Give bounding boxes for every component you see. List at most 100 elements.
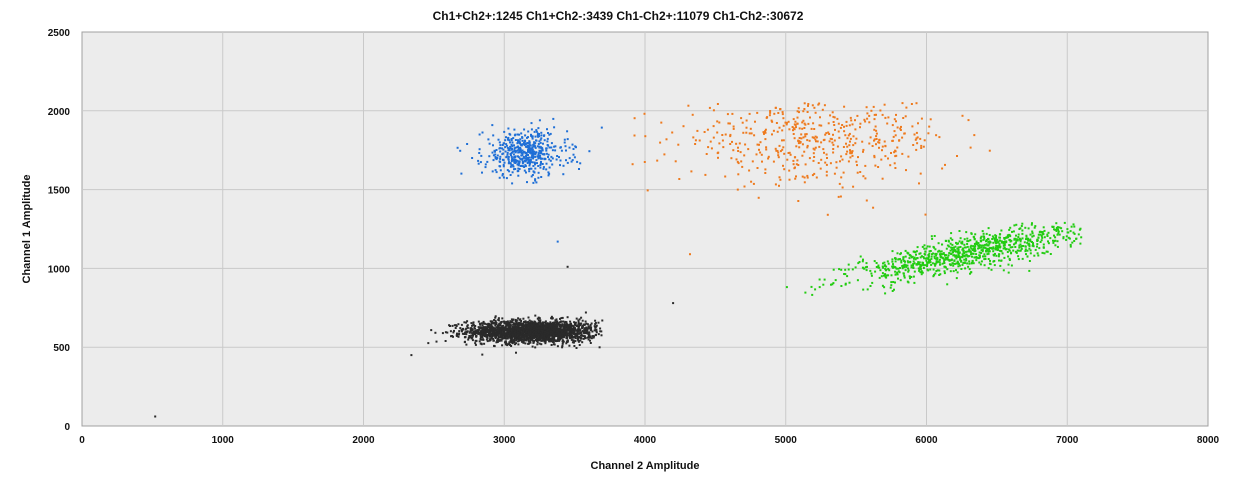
data-point xyxy=(449,330,452,333)
data-point xyxy=(573,156,576,159)
data-point xyxy=(1008,257,1011,260)
data-point xyxy=(527,316,530,319)
data-point xyxy=(792,159,795,162)
data-point xyxy=(509,141,511,144)
data-point xyxy=(1028,247,1031,250)
data-point xyxy=(716,131,719,134)
data-point xyxy=(906,264,909,267)
data-point xyxy=(541,153,544,156)
data-point xyxy=(508,342,511,345)
data-point xyxy=(575,317,578,320)
data-point xyxy=(1013,243,1015,246)
data-point xyxy=(569,337,572,339)
data-point xyxy=(793,137,796,140)
data-point xyxy=(475,330,478,333)
data-point xyxy=(1033,226,1036,229)
data-point xyxy=(927,261,930,264)
data-point xyxy=(556,339,559,342)
data-point xyxy=(510,345,513,347)
data-point xyxy=(934,252,937,255)
data-point xyxy=(576,338,579,341)
data-point xyxy=(963,258,966,261)
data-point xyxy=(512,331,514,334)
data-point xyxy=(914,251,917,254)
data-point xyxy=(480,154,483,157)
data-point xyxy=(803,122,806,125)
data-point xyxy=(748,112,751,115)
data-point xyxy=(968,260,971,263)
data-point xyxy=(571,159,574,162)
data-point xyxy=(849,137,852,140)
data-point xyxy=(990,268,993,271)
data-point xyxy=(536,155,539,158)
data-point xyxy=(510,320,513,323)
data-point xyxy=(902,258,905,261)
data-point xyxy=(543,321,546,324)
data-point xyxy=(868,114,871,117)
data-point xyxy=(947,254,950,257)
data-point xyxy=(480,322,483,325)
data-point xyxy=(827,122,830,125)
data-point xyxy=(539,337,542,340)
data-point xyxy=(825,132,828,135)
data-point xyxy=(509,133,512,136)
data-point xyxy=(1028,239,1030,242)
data-point xyxy=(562,328,565,331)
data-point xyxy=(884,267,887,270)
data-point xyxy=(901,136,904,139)
data-point xyxy=(515,160,518,163)
data-point xyxy=(530,335,533,338)
data-point xyxy=(757,196,760,199)
data-point xyxy=(878,146,880,149)
data-point xyxy=(794,166,796,169)
data-point xyxy=(995,236,997,239)
data-point xyxy=(530,326,533,329)
data-point xyxy=(510,164,513,167)
data-point xyxy=(513,160,516,163)
data-point xyxy=(562,164,565,167)
data-point xyxy=(513,341,516,343)
data-point xyxy=(812,159,815,162)
data-point xyxy=(706,128,709,131)
data-point xyxy=(970,252,973,255)
data-point xyxy=(980,246,983,249)
data-point xyxy=(938,258,941,261)
data-point xyxy=(982,238,985,241)
data-point xyxy=(739,151,742,154)
data-point xyxy=(514,162,517,164)
data-point xyxy=(486,329,489,332)
data-point xyxy=(820,124,823,127)
data-point xyxy=(535,337,538,340)
data-point xyxy=(794,120,797,123)
data-point xyxy=(806,174,809,177)
data-point xyxy=(557,336,560,339)
data-point xyxy=(507,321,510,324)
data-point xyxy=(873,139,875,142)
data-point xyxy=(579,162,582,165)
data-point xyxy=(524,342,527,345)
data-point xyxy=(1000,250,1003,252)
data-point xyxy=(538,119,541,122)
data-point xyxy=(531,161,534,164)
data-point xyxy=(523,166,526,168)
data-point xyxy=(891,260,894,263)
data-point xyxy=(919,271,922,274)
data-point xyxy=(564,328,567,331)
data-point xyxy=(547,144,550,147)
data-point xyxy=(502,163,505,166)
data-point xyxy=(982,232,985,235)
data-point xyxy=(566,325,569,328)
data-point xyxy=(958,255,961,258)
data-point xyxy=(540,131,543,134)
data-point xyxy=(988,262,991,265)
data-point xyxy=(519,329,522,332)
data-point xyxy=(474,325,477,327)
data-point xyxy=(538,150,541,153)
data-point xyxy=(823,278,826,281)
data-point xyxy=(537,319,540,322)
data-point xyxy=(969,245,972,248)
data-point xyxy=(559,317,561,320)
data-point xyxy=(535,129,538,132)
data-point xyxy=(527,150,530,153)
data-point xyxy=(836,117,839,120)
